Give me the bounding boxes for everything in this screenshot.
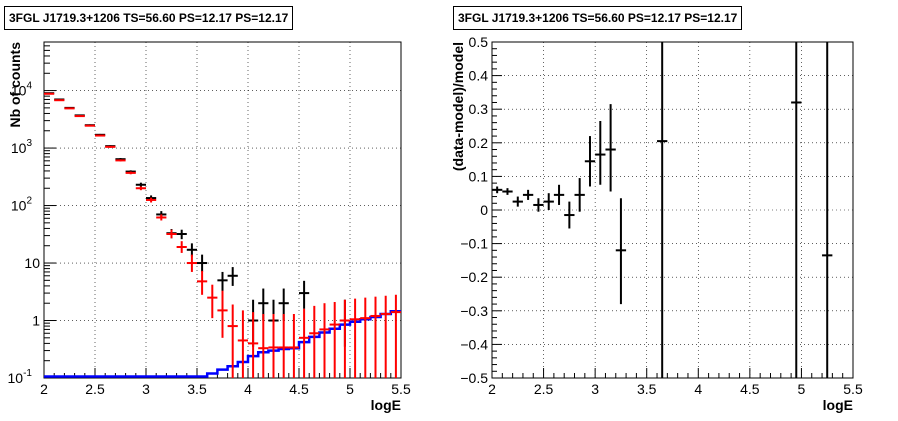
y-tick-label: −0.5 bbox=[460, 370, 488, 386]
x-tick-label: 2 bbox=[40, 381, 48, 397]
y-tick-label: 102 bbox=[11, 196, 33, 214]
y-tick-label: 104 bbox=[11, 81, 33, 99]
y-tick-label: −0.4 bbox=[460, 336, 488, 352]
x-tick-label: 3.5 bbox=[187, 381, 207, 397]
x-axis-label: logE bbox=[823, 397, 853, 413]
y-tick-label: 0.1 bbox=[469, 168, 489, 184]
y-tick-label: 0.4 bbox=[469, 68, 489, 84]
x-tick-label: 3 bbox=[142, 381, 150, 397]
x-tick-label: 5.5 bbox=[843, 381, 863, 397]
y-tick-label: 10 bbox=[24, 255, 40, 271]
residuals-plot-title: 3FGL J1719.3+1206 TS=56.60 PS=12.17 PS=1… bbox=[453, 6, 743, 30]
x-tick-label: 2 bbox=[488, 381, 496, 397]
x-tick-label: 2.5 bbox=[534, 381, 554, 397]
y-tick-label: 1 bbox=[32, 313, 40, 329]
x-tick-label: 4 bbox=[244, 381, 252, 397]
y-tick-label: 0.2 bbox=[469, 135, 489, 151]
x-tick-label: 5 bbox=[798, 381, 806, 397]
counts-plot-title: 3FGL J1719.3+1206 TS=56.60 PS=12.17 PS=1… bbox=[4, 6, 294, 30]
y-tick-label: 10-1 bbox=[8, 368, 33, 386]
model-histogram-line bbox=[44, 309, 401, 378]
y-tick-label: 103 bbox=[11, 138, 33, 156]
y-tick-label: 0 bbox=[480, 202, 488, 218]
x-tick-label: 3 bbox=[591, 381, 599, 397]
residuals-panel: 2 2.5 3 3.5 4 4.5 5 5.5 logE −0.5 −0.4 −0.3 −0.2 −0.1… bbox=[449, 0, 898, 421]
x-tick-label: 4.5 bbox=[289, 381, 309, 397]
y-tick-label: 0.3 bbox=[469, 101, 489, 117]
x-tick-label: 4 bbox=[694, 381, 702, 397]
x-tick-label: 4.5 bbox=[740, 381, 760, 397]
y-tick-label: −0.3 bbox=[460, 303, 488, 319]
y-axis-label: Nb of counts bbox=[7, 42, 23, 128]
x-axis-label: logE bbox=[371, 397, 401, 413]
x-tick-label: 3.5 bbox=[637, 381, 657, 397]
y-axis-label: (data-model)/model bbox=[450, 42, 466, 171]
y-tick-label: −0.2 bbox=[460, 269, 488, 285]
x-tick-label: 5.5 bbox=[391, 381, 411, 397]
x-tick-label: 2.5 bbox=[85, 381, 105, 397]
y-tick-label: −0.1 bbox=[460, 236, 488, 252]
counts-panel: 2 2.5 3 3.5 4 4.5 5 5.5 logE 10-1 1 10 102 103 104 Nb o… bbox=[4, 6, 411, 413]
plot-frame bbox=[43, 41, 402, 379]
y-tick-label: 0.5 bbox=[469, 34, 489, 50]
x-tick-label: 5 bbox=[346, 381, 354, 397]
